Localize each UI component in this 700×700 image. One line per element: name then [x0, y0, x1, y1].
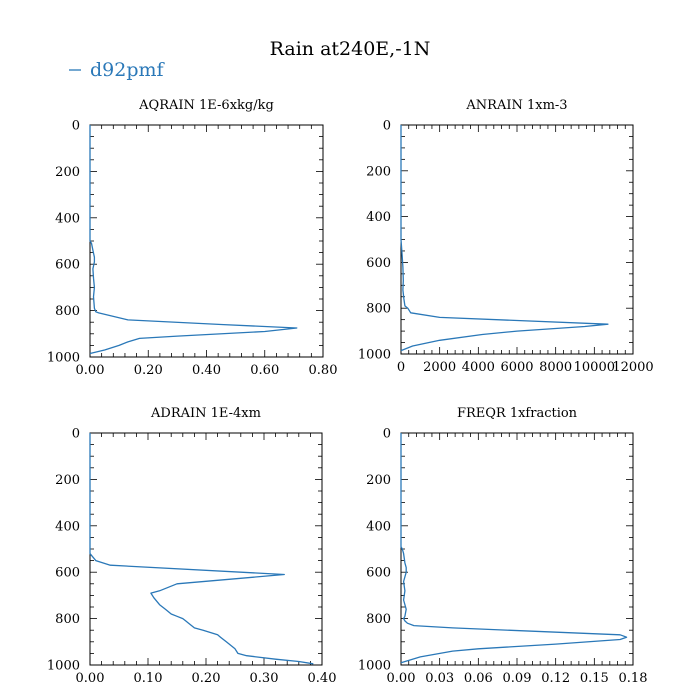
x-tick-label: 0.06	[464, 671, 493, 686]
series-line-d92pmf	[400, 433, 628, 664]
y-tick-label: 200	[55, 165, 80, 180]
y-tick-label: 600	[55, 566, 80, 581]
panel-title: ANRAIN 1xm-3	[465, 98, 567, 113]
legend-label: d92pmf	[90, 59, 166, 81]
y-tick-label: 200	[366, 473, 391, 488]
panel-title: AQRAIN 1E-6xkg/kg	[138, 98, 274, 113]
y-tick-label: 400	[55, 211, 80, 226]
y-tick-label: 600	[55, 258, 80, 273]
x-tick-label: 6000	[500, 360, 533, 375]
y-tick-label: 1000	[358, 348, 391, 363]
x-tick-label: 8000	[539, 360, 572, 375]
x-tick-label: 0.00	[387, 671, 416, 686]
y-tick-label: 800	[55, 304, 80, 319]
y-tick-label: 1000	[358, 659, 391, 674]
plot-frame	[89, 432, 323, 666]
x-tick-label: 0.60	[250, 363, 279, 378]
series-line-d92pmf	[89, 433, 314, 665]
panel-title: FREQR 1xfraction	[457, 406, 578, 421]
panel-1: AQRAIN 1E-6xkg/kg 0 200 400 600 800 10000.00 0.…	[47, 98, 338, 378]
series-line-d92pmf	[400, 125, 609, 352]
plot-frame	[89, 124, 324, 358]
y-tick-label: 0	[383, 427, 391, 442]
y-tick-label: 800	[55, 612, 80, 627]
x-tick-label: 0.80	[309, 363, 338, 378]
y-tick-label: 200	[366, 164, 391, 179]
x-tick-label: 0.20	[192, 671, 221, 686]
y-tick-label: 0	[383, 119, 391, 134]
panel-4: FREQR 1xfraction 0 200 400 600 800 10000.00 0.0…	[358, 406, 648, 686]
x-tick-label: 0.00	[76, 671, 105, 686]
y-tick-label: 800	[366, 302, 391, 317]
x-tick-label: 0.20	[134, 363, 163, 378]
x-tick-label: 0.30	[250, 671, 279, 686]
y-tick-label: 400	[55, 519, 80, 534]
panel-3: ADRAIN 1E-4xm 0 200 400 600 800 10000.00 0.10 0.…	[47, 406, 337, 686]
panel-title: ADRAIN 1E-4xm	[150, 406, 261, 421]
figure-title: Rain at240E,-1N	[270, 38, 431, 60]
y-tick-label: 0	[72, 427, 80, 442]
x-tick-label: 2000	[423, 360, 456, 375]
y-tick-label: 1000	[47, 659, 80, 674]
plot-frame	[400, 124, 634, 355]
y-tick-label: 0	[72, 119, 80, 134]
legend: d92pmf	[69, 59, 166, 81]
y-tick-label: 800	[366, 612, 391, 627]
x-tick-label: 10000	[574, 360, 615, 375]
y-tick-label: 200	[55, 473, 80, 488]
x-tick-label: 12000	[612, 360, 653, 375]
x-tick-label: 0.18	[619, 671, 648, 686]
y-tick-label: 600	[366, 256, 391, 271]
y-tick-label: 400	[366, 210, 391, 225]
x-tick-label: 0.03	[425, 671, 454, 686]
y-tick-label: 400	[366, 519, 391, 534]
x-tick-label: 0.09	[503, 671, 532, 686]
x-tick-label: 0.40	[308, 671, 337, 686]
y-tick-label: 1000	[47, 351, 80, 366]
x-tick-label: 0.40	[192, 363, 221, 378]
x-tick-label: 0.00	[76, 363, 105, 378]
series-line-d92pmf	[89, 125, 298, 355]
x-tick-label: 4000	[462, 360, 495, 375]
x-tick-label: 0	[397, 360, 405, 375]
y-tick-label: 600	[366, 566, 391, 581]
x-tick-label: 0.12	[541, 671, 570, 686]
x-tick-label: 0.15	[580, 671, 609, 686]
x-tick-label: 0.10	[134, 671, 163, 686]
